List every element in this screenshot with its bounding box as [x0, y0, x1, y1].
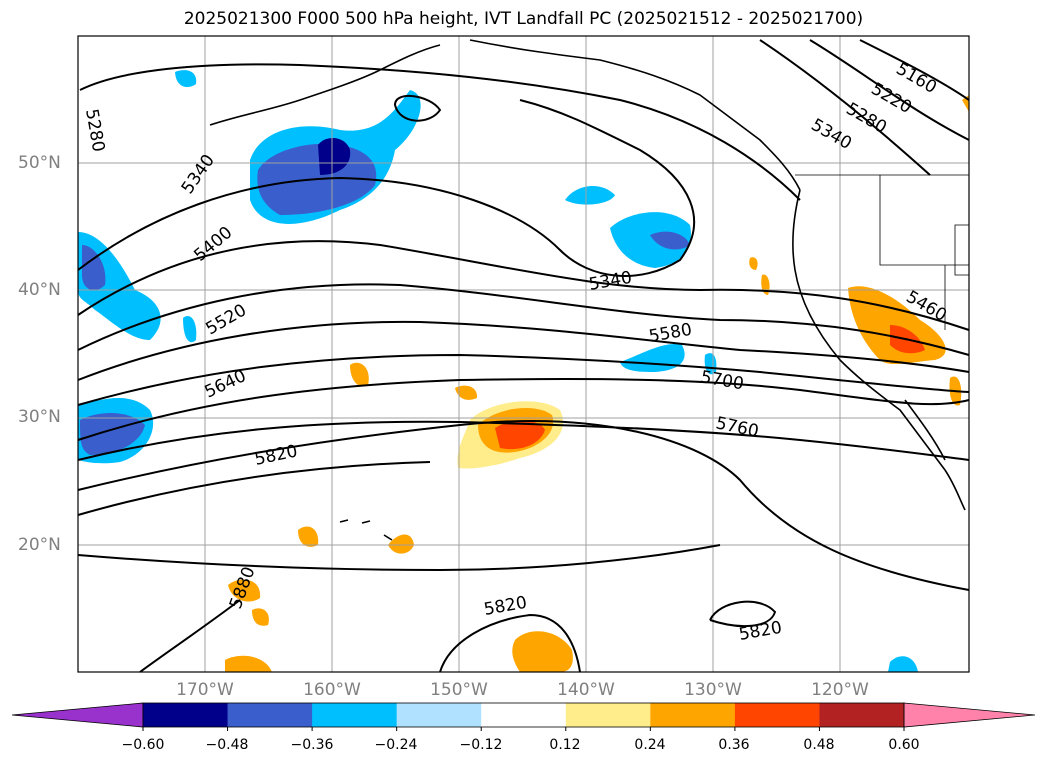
pos-anomaly-region: [298, 526, 319, 547]
colorbar-tick-label: 0.24: [634, 737, 666, 753]
plot-frame: [77, 35, 970, 673]
colorbar-tick-label: 0.36: [718, 737, 750, 753]
height-contours: [77, 39, 970, 673]
neg-anomaly-region: [183, 316, 197, 343]
colorbar-tick-label: −0.60: [121, 737, 165, 753]
lon-label: 160°W: [303, 680, 361, 700]
pos-anomaly-region: [252, 608, 269, 626]
pos-anomaly-region: [455, 385, 478, 400]
neg-anomaly-region: [318, 138, 351, 175]
neg-anomaly-region: [620, 343, 685, 372]
contour-label: 5340: [178, 151, 219, 198]
lon-label: 150°W: [430, 680, 488, 700]
neg-anomaly-region: [175, 70, 197, 88]
lat-label: 40°N: [18, 280, 61, 300]
colorbar-tick-label: 0.60: [888, 737, 920, 753]
pos-anomaly-region: [350, 362, 369, 387]
colorbar-tick-label: −0.36: [290, 737, 334, 753]
contour-label: 5280: [81, 107, 108, 153]
colorbar-tick-label: 0.12: [549, 737, 581, 753]
lat-label: 30°N: [18, 407, 61, 427]
contour-label: 5700: [699, 367, 745, 394]
colorbar-tick-label: −0.24: [374, 737, 418, 753]
coastlines: [209, 39, 966, 541]
ivt-shading: [78, 70, 969, 672]
neg-anomaly-region: [610, 212, 691, 268]
neg-anomaly-region: [888, 656, 918, 672]
lat-label: 50°N: [18, 153, 61, 173]
contour-label: 5520: [203, 300, 250, 339]
plot-title: 2025021300 F000 500 hPa height, IVT Land…: [183, 9, 864, 29]
colorbar-tick-label: 0.48: [803, 737, 835, 753]
pos-anomaly-region: [495, 420, 545, 450]
contour-label: 5340: [808, 115, 855, 154]
pos-anomaly-region: [388, 534, 414, 554]
lat-label: 20°N: [18, 535, 61, 555]
lon-label: 130°W: [684, 680, 742, 700]
pos-anomaly-region: [749, 257, 758, 270]
contour-label: 5820: [253, 441, 299, 470]
neg-anomaly-region: [565, 185, 615, 205]
pos-anomaly-region: [512, 631, 573, 672]
contour-label: 5820: [737, 618, 783, 645]
colorbar-tick-label: −0.48: [205, 737, 249, 753]
pos-anomaly-region: [225, 655, 272, 672]
lon-label: 140°W: [557, 680, 615, 700]
contour-label: 5400: [190, 223, 236, 266]
neg-anomaly-region: [650, 231, 690, 250]
colorbar-tick-label: −0.12: [459, 737, 503, 753]
lon-label: 120°W: [811, 680, 869, 700]
lon-label: 170°W: [176, 680, 234, 700]
neg-anomaly-region: [82, 245, 106, 291]
pos-anomaly-region: [228, 579, 261, 602]
contour-label: 5580: [647, 320, 693, 347]
contour-labels: 5280 5340 5400 5520 5640 5820 5340 5580 …: [81, 59, 950, 645]
neg-anomaly-region: [80, 413, 145, 455]
